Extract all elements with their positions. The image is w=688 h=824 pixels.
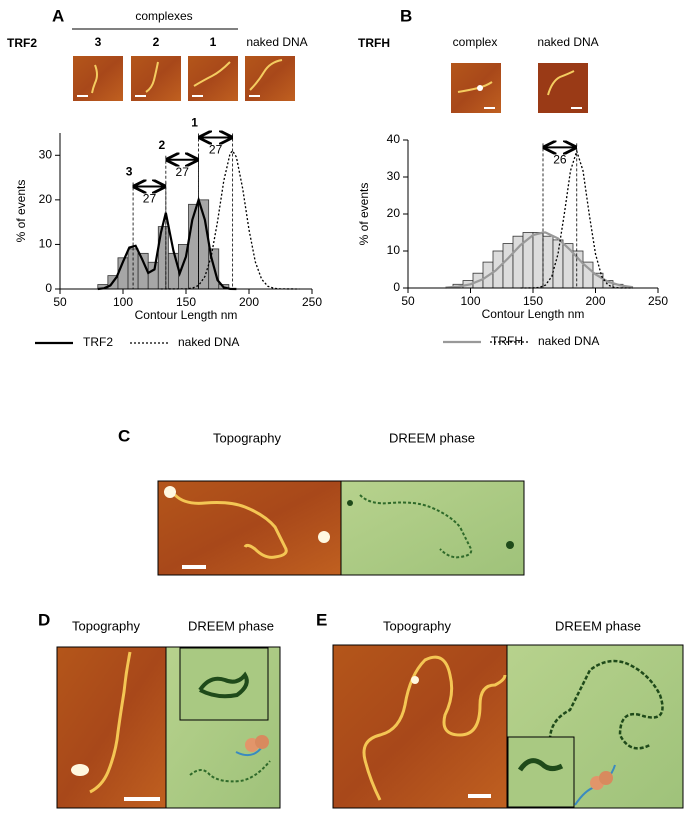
- sample-label: 3: [95, 35, 102, 49]
- group-label: complexes: [135, 9, 192, 23]
- x-axis-label: Contour Length nm: [482, 307, 585, 321]
- peak-label: 3: [126, 165, 133, 179]
- distance-label: 26: [553, 153, 567, 167]
- fit-line: [160, 149, 300, 290]
- afm-images: [157, 480, 525, 576]
- image-label: Topography: [213, 430, 281, 445]
- x-tick-label: 250: [648, 294, 668, 308]
- y-axis-label: % of events: [14, 180, 28, 243]
- sample-label: 1: [210, 35, 217, 49]
- bar: [542, 235, 554, 289]
- sample-label: naked DNA: [246, 35, 307, 49]
- afm-images: [332, 644, 684, 809]
- x-tick-label: 200: [585, 294, 605, 308]
- image-label: DREEM phase: [555, 618, 641, 633]
- x-tick-label: 50: [53, 295, 67, 309]
- image-label: Topography: [72, 618, 140, 633]
- bar: [552, 239, 564, 289]
- panel-letter: A: [52, 6, 64, 25]
- y-tick-label: 20: [387, 206, 401, 220]
- y-tick-label: 10: [387, 243, 401, 257]
- panel-letter: B: [400, 6, 412, 25]
- legend-label: naked DNA: [178, 335, 239, 349]
- y-tick-label: 40: [387, 132, 401, 146]
- y-tick-label: 0: [393, 280, 400, 294]
- bar: [572, 250, 584, 289]
- panel-letter: E: [316, 610, 327, 629]
- bar: [147, 261, 159, 290]
- distance-label: 27: [143, 192, 157, 206]
- panel-letter: D: [38, 610, 50, 629]
- x-tick-label: 250: [302, 295, 322, 309]
- y-tick-label: 30: [387, 169, 401, 183]
- y-tick-label: 20: [39, 192, 53, 206]
- afm-thumbnails: [451, 63, 588, 113]
- x-tick-label: 150: [176, 295, 196, 309]
- bar: [167, 252, 179, 290]
- panel-letter: C: [118, 426, 130, 445]
- distance-label: 27: [176, 165, 190, 179]
- legend-label: TRFH: [491, 334, 523, 348]
- construct-label: TRFH: [358, 36, 390, 50]
- peak-label: 1: [191, 116, 198, 130]
- y-axis-label: % of events: [357, 183, 371, 246]
- bar: [502, 243, 514, 289]
- distance-label: 27: [209, 143, 223, 157]
- x-tick-label: 100: [460, 294, 480, 308]
- afm-thumbnails: [73, 56, 295, 101]
- legend-label: TRF2: [83, 335, 113, 349]
- fit-line: [445, 231, 634, 289]
- legend-label: naked DNA: [538, 334, 599, 348]
- image-label: Topography: [383, 618, 451, 633]
- peak-label: 2: [158, 138, 165, 152]
- x-tick-label: 100: [113, 295, 133, 309]
- x-tick-label: 150: [523, 294, 543, 308]
- bar: [532, 232, 544, 289]
- afm-images: [56, 646, 281, 809]
- x-tick-label: 50: [401, 294, 415, 308]
- sample-label: complex: [453, 35, 498, 49]
- image-label: DREEM phase: [389, 430, 475, 445]
- sample-label: naked DNA: [537, 35, 598, 49]
- y-tick-label: 10: [39, 237, 53, 251]
- x-tick-label: 200: [239, 295, 259, 309]
- sample-label: 2: [153, 35, 160, 49]
- y-tick-label: 30: [39, 147, 53, 161]
- construct-label: TRF2: [7, 36, 37, 50]
- y-tick-label: 0: [45, 281, 52, 295]
- image-label: DREEM phase: [188, 618, 274, 633]
- x-axis-label: Contour Length nm: [135, 308, 238, 322]
